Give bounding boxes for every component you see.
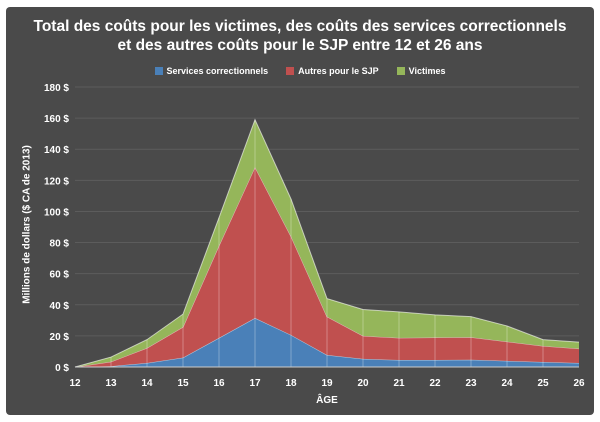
x-tick-label: 20 bbox=[357, 378, 369, 389]
area-victimes bbox=[75, 119, 579, 368]
legend-label: Autres pour le SJP bbox=[298, 66, 379, 76]
area-autres-pour-le-sjp bbox=[75, 167, 579, 367]
legend-item-services: Services correctionnels bbox=[154, 66, 269, 76]
x-tick-label: 13 bbox=[105, 378, 117, 389]
title-line-2: et des autres coûts pour le SJP entre 12… bbox=[117, 37, 483, 54]
legend-swatch-green bbox=[396, 67, 405, 75]
legend-swatch-red bbox=[286, 67, 295, 75]
x-tick-label: 25 bbox=[537, 378, 549, 389]
area-services-correctionnels bbox=[75, 318, 579, 367]
chart-title: Total des coûts pour les victimes, des c… bbox=[0, 17, 600, 55]
y-tick-label: 120 $ bbox=[44, 176, 69, 187]
legend-label: Victimes bbox=[408, 66, 446, 76]
x-tick-label: 22 bbox=[429, 378, 441, 389]
legend-item-autres: Autres pour le SJP bbox=[286, 66, 379, 76]
legend-label: Services correctionnels bbox=[166, 66, 269, 76]
x-tick-label: 21 bbox=[393, 378, 405, 389]
y-tick-label: 140 $ bbox=[44, 145, 69, 156]
x-tick-label: 14 bbox=[141, 378, 153, 389]
x-tick-label: 24 bbox=[501, 378, 513, 389]
legend-swatch-blue bbox=[154, 67, 163, 75]
y-tick-label: 160 $ bbox=[44, 114, 69, 125]
series-line bbox=[74, 118, 580, 368]
y-tick-label: 0 $ bbox=[55, 363, 69, 374]
legend: Services correctionnels Autres pour le S… bbox=[0, 66, 600, 76]
y-tick-label: 40 $ bbox=[50, 301, 70, 312]
y-tick-label: 180 $ bbox=[44, 83, 69, 94]
x-tick-label: 12 bbox=[69, 378, 81, 389]
y-tick-label: 80 $ bbox=[50, 239, 70, 250]
x-tick-label: 16 bbox=[213, 378, 225, 389]
y-tick-label: 20 $ bbox=[50, 332, 70, 343]
y-tick-label: 100 $ bbox=[44, 207, 69, 218]
x-tick-label: 15 bbox=[177, 378, 189, 389]
x-tick-label: 19 bbox=[321, 378, 333, 389]
x-tick-label: 26 bbox=[573, 378, 585, 389]
legend-item-victimes: Victimes bbox=[396, 66, 446, 76]
title-line-1: Total des coûts pour les victimes, des c… bbox=[33, 18, 567, 35]
x-axis-title: ÂGE bbox=[316, 393, 338, 406]
x-tick-label: 18 bbox=[285, 378, 297, 389]
x-tick-label: 23 bbox=[465, 378, 477, 389]
y-tick-label: 60 $ bbox=[50, 270, 70, 281]
x-tick-label: 17 bbox=[249, 378, 261, 389]
